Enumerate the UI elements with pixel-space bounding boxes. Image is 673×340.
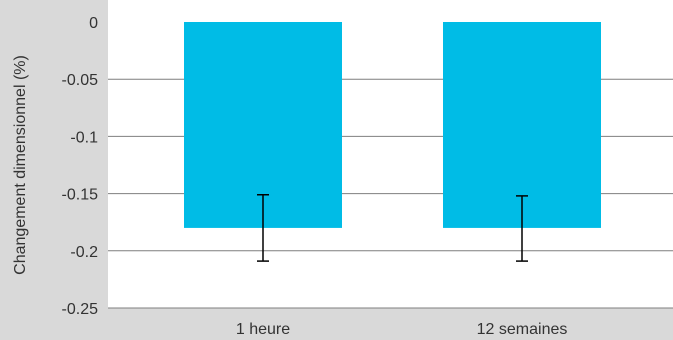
bars [184, 22, 601, 228]
bar [443, 22, 601, 228]
error-bars [257, 193, 528, 262]
bar [184, 22, 342, 228]
y-tick-label: -0.1 [70, 129, 98, 146]
y-tick-label: -0.2 [70, 244, 98, 261]
error-bar [516, 195, 528, 262]
x-tick-labels: 1 heure 12 semaines [236, 321, 567, 338]
y-axis-label: Changement dimensionnel (%) [12, 55, 29, 275]
error-bar [257, 193, 269, 262]
x-tick-label: 1 heure [236, 321, 290, 338]
y-tick-label: -0.25 [62, 301, 99, 318]
x-tick-label: 12 semaines [477, 321, 568, 338]
y-tick-labels: 0 -0.05 -0.1 -0.15 -0.2 -0.25 [62, 15, 99, 318]
y-tick-label: 0 [89, 15, 98, 32]
y-tick-label: -0.05 [62, 72, 99, 89]
y-tick-label: -0.15 [62, 187, 99, 204]
